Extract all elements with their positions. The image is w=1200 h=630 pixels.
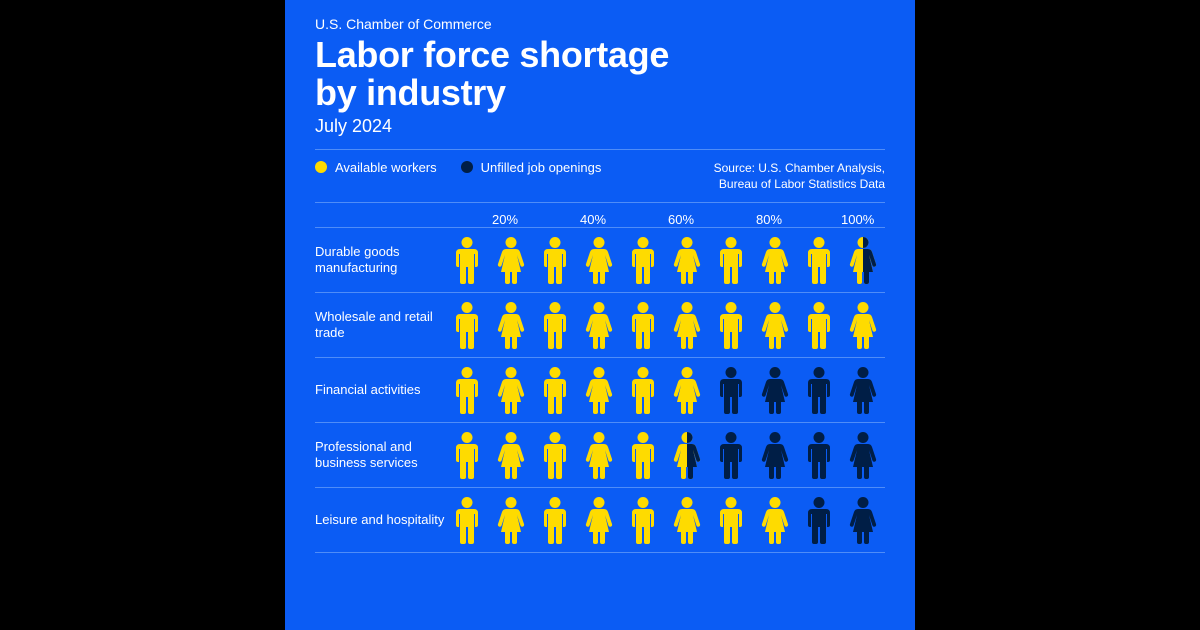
title-line-1: Labor force shortage — [315, 34, 669, 75]
title-line-2: by industry — [315, 72, 506, 113]
legend-label-unfilled: Unfilled job openings — [481, 160, 602, 175]
person-icon — [671, 496, 703, 544]
axis-tick-slot: 80% — [753, 212, 785, 227]
legend-item-available: Available workers — [315, 160, 437, 175]
person-icon — [495, 496, 527, 544]
person-icon — [671, 366, 703, 414]
axis-tick-slot: 60% — [665, 212, 697, 227]
legend: Available workers Unfilled job openings … — [315, 150, 885, 202]
row-icons — [451, 496, 885, 544]
person-icon — [847, 431, 879, 479]
row-label: Leisure and hospitality — [315, 512, 451, 528]
person-icon — [803, 366, 835, 414]
organization-label: U.S. Chamber of Commerce — [315, 16, 885, 32]
legend-dot-unfilled — [461, 161, 473, 173]
person-icon — [495, 431, 527, 479]
subtitle-date: July 2024 — [315, 116, 885, 137]
person-icon — [451, 301, 483, 349]
axis-tick-slot — [621, 212, 653, 227]
person-icon — [539, 496, 571, 544]
person-icon — [627, 496, 659, 544]
person-icon — [495, 301, 527, 349]
chart-row: Wholesale and retail trade — [315, 293, 885, 357]
person-icon — [539, 301, 571, 349]
person-icon — [583, 301, 615, 349]
person-icon — [539, 236, 571, 284]
divider — [315, 202, 885, 203]
axis-tick-slot — [533, 212, 565, 227]
person-icon — [583, 431, 615, 479]
legend-dot-available — [315, 161, 327, 173]
person-icon — [847, 366, 879, 414]
person-icon — [715, 366, 747, 414]
person-icon — [715, 301, 747, 349]
person-icon — [671, 236, 703, 284]
person-icon — [451, 431, 483, 479]
chart-row: Leisure and hospitality — [315, 488, 885, 552]
row-label: Financial activities — [315, 382, 451, 398]
person-icon — [847, 301, 879, 349]
axis-tick-slot — [709, 212, 741, 227]
pictogram-chart: 20% 40% 60% 80% 100% Durable goods manufactur… — [315, 205, 885, 553]
person-icon — [495, 366, 527, 414]
axis-tick-slot: 100% — [841, 212, 873, 227]
person-icon — [451, 236, 483, 284]
person-icon — [671, 431, 703, 479]
row-icons — [451, 366, 885, 414]
row-label: Professional and business services — [315, 439, 451, 472]
legend-item-unfilled: Unfilled job openings — [461, 160, 602, 175]
person-icon — [803, 301, 835, 349]
person-icon — [627, 301, 659, 349]
person-icon — [847, 496, 879, 544]
axis-tick-slot — [797, 212, 829, 227]
person-icon — [671, 301, 703, 349]
row-icons — [451, 236, 885, 284]
row-label: Wholesale and retail trade — [315, 309, 451, 342]
person-icon — [627, 236, 659, 284]
page-title: Labor force shortage by industry — [315, 36, 885, 112]
person-icon — [803, 496, 835, 544]
infographic-panel: U.S. Chamber of Commerce Labor force sho… — [285, 0, 915, 630]
person-icon — [627, 431, 659, 479]
person-icon — [715, 496, 747, 544]
person-icon — [539, 431, 571, 479]
person-icon — [847, 236, 879, 284]
chart-row: Durable goods manufacturing — [315, 228, 885, 292]
person-icon — [451, 366, 483, 414]
chart-row: Professional and business services — [315, 423, 885, 487]
legend-label-available: Available workers — [335, 160, 437, 175]
axis-tick-slot: 20% — [489, 212, 521, 227]
person-icon — [715, 431, 747, 479]
person-icon — [759, 236, 791, 284]
divider — [315, 552, 885, 553]
person-icon — [759, 431, 791, 479]
person-icon — [715, 236, 747, 284]
person-icon — [803, 236, 835, 284]
row-icons — [451, 431, 885, 479]
person-icon — [583, 366, 615, 414]
axis-ticks: 20% 40% 60% 80% 100% — [315, 205, 885, 227]
person-icon — [451, 496, 483, 544]
person-icon — [583, 496, 615, 544]
person-icon — [627, 366, 659, 414]
chart-row: Financial activities — [315, 358, 885, 422]
person-icon — [495, 236, 527, 284]
axis-tick-slot — [445, 212, 477, 227]
row-label: Durable goods manufacturing — [315, 244, 451, 277]
person-icon — [759, 301, 791, 349]
person-icon — [759, 496, 791, 544]
source-attribution: Source: U.S. Chamber Analysis, Bureau of… — [714, 160, 885, 192]
row-icons — [451, 301, 885, 349]
person-icon — [539, 366, 571, 414]
person-icon — [583, 236, 615, 284]
axis-tick-slot: 40% — [577, 212, 609, 227]
person-icon — [759, 366, 791, 414]
person-icon — [803, 431, 835, 479]
